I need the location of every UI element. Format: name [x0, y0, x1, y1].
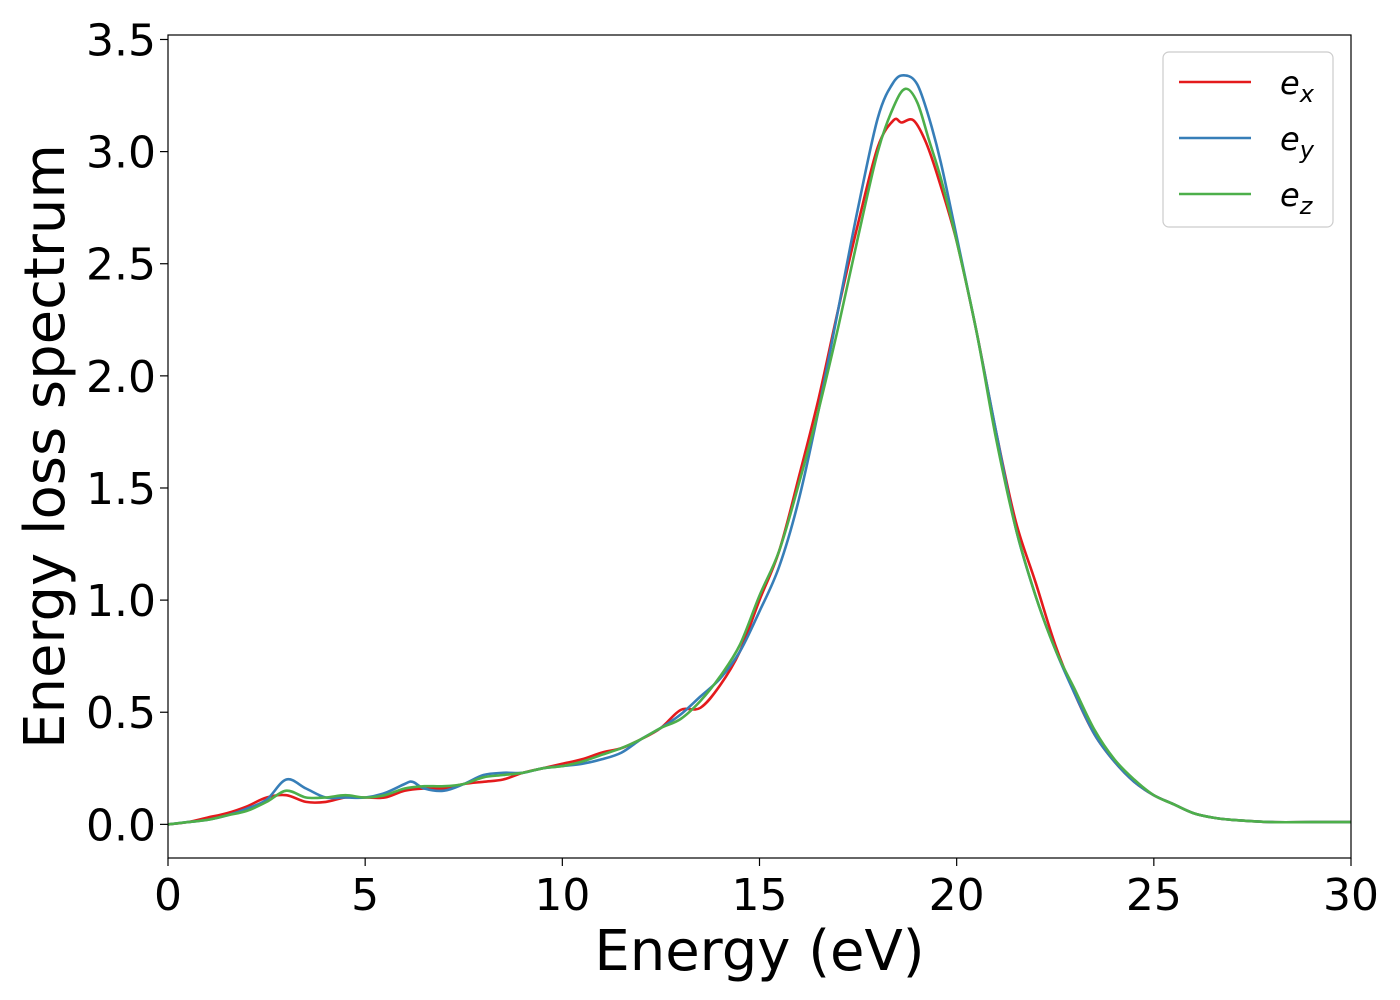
- legend-label-x: ex: [1280, 64, 1315, 108]
- legend: ex ey ez: [1162, 51, 1334, 228]
- x-tick-label: 30: [1323, 870, 1379, 921]
- y-axis-title: Energy loss spectrum: [13, 144, 78, 749]
- x-tick-label: 0: [154, 870, 182, 921]
- x-tick-label: 25: [1126, 870, 1182, 921]
- y-tick-label: 3.0: [86, 128, 156, 179]
- x-tick-label: 10: [534, 870, 590, 921]
- y-tick-label: 0.0: [86, 800, 156, 851]
- series-line-z: [167, 87, 1351, 826]
- y-tick-label: 2.0: [86, 352, 156, 403]
- plot-lines: [167, 73, 1351, 826]
- x-axis-title: Energy (eV): [594, 919, 924, 984]
- y-axis-ticks: 0.0 0.5 1.0 1.5 2.0 2.5 3.0 3.5: [86, 15, 168, 851]
- x-tick-label: 15: [732, 870, 788, 921]
- y-tick-label: 1.5: [86, 464, 156, 515]
- x-tick-label: 5: [351, 870, 379, 921]
- y-tick-label: 0.5: [86, 688, 156, 739]
- x-axis-ticks: 0 5 10 15 20 25 30: [154, 858, 1379, 921]
- legend-label-z: ez: [1280, 176, 1314, 220]
- y-tick-label: 1.0: [86, 576, 156, 627]
- x-tick-label: 20: [929, 870, 985, 921]
- legend-box: [1162, 51, 1334, 228]
- legend-label-y: ey: [1280, 120, 1315, 164]
- y-tick-label: 2.5: [86, 240, 156, 291]
- y-tick-label: 3.5: [86, 15, 156, 66]
